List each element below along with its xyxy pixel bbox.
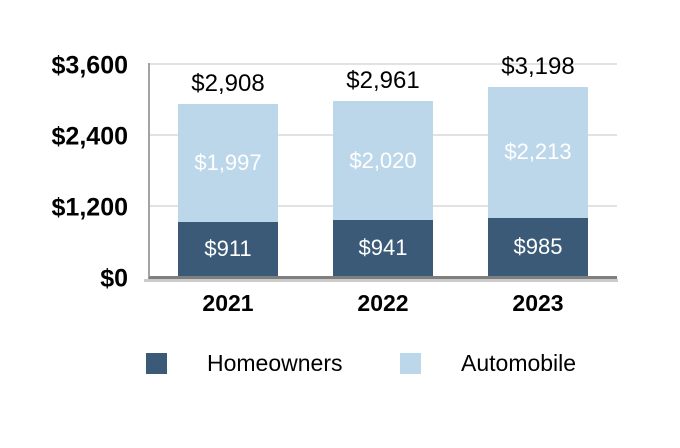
automobile-swatch-icon xyxy=(400,353,421,374)
automobile-segment: $2,213 xyxy=(488,86,588,218)
x-axis-label-2021: 2021 xyxy=(202,290,254,316)
y-axis: $0 $1,200 $2,400 $3,600 xyxy=(0,0,128,340)
bar-total-label: $3,198 xyxy=(501,52,575,80)
homeowners-segment: $985 xyxy=(488,217,588,276)
homeowners-segment: $911 xyxy=(178,222,278,276)
y-tick-label: $3,600 xyxy=(51,51,128,80)
legend-item-automobile: Automobile xyxy=(400,352,576,375)
bar-2023: $3,198 $2,213 $985 xyxy=(488,54,588,276)
gridline xyxy=(150,63,617,65)
homeowners-segment: $941 xyxy=(333,220,433,276)
bar-total-label: $2,908 xyxy=(191,69,265,97)
legend-label: Homeowners xyxy=(207,350,343,376)
automobile-segment: $1,997 xyxy=(178,103,278,223)
y-tick-label: $0 xyxy=(100,264,128,293)
plot-area: $2,908 $1,997 $911 $2,961 $2,020 $941 $3… xyxy=(144,54,618,282)
y-tick-label: $2,400 xyxy=(51,122,128,151)
bar-total-label: $2,961 xyxy=(346,66,420,94)
x-axis-label-2022: 2022 xyxy=(357,290,409,316)
legend-label: Automobile xyxy=(461,350,577,376)
bar-2022: $2,961 $2,020 $941 xyxy=(333,63,433,276)
automobile-segment: $2,020 xyxy=(333,100,433,221)
homeowners-swatch-icon xyxy=(146,353,167,374)
bar-2021: $2,908 $1,997 $911 xyxy=(178,63,278,276)
x-axis-label-2023: 2023 xyxy=(512,290,564,316)
legend-item-homeowners: Homeowners xyxy=(146,352,343,375)
y-tick-label: $1,200 xyxy=(51,193,128,222)
